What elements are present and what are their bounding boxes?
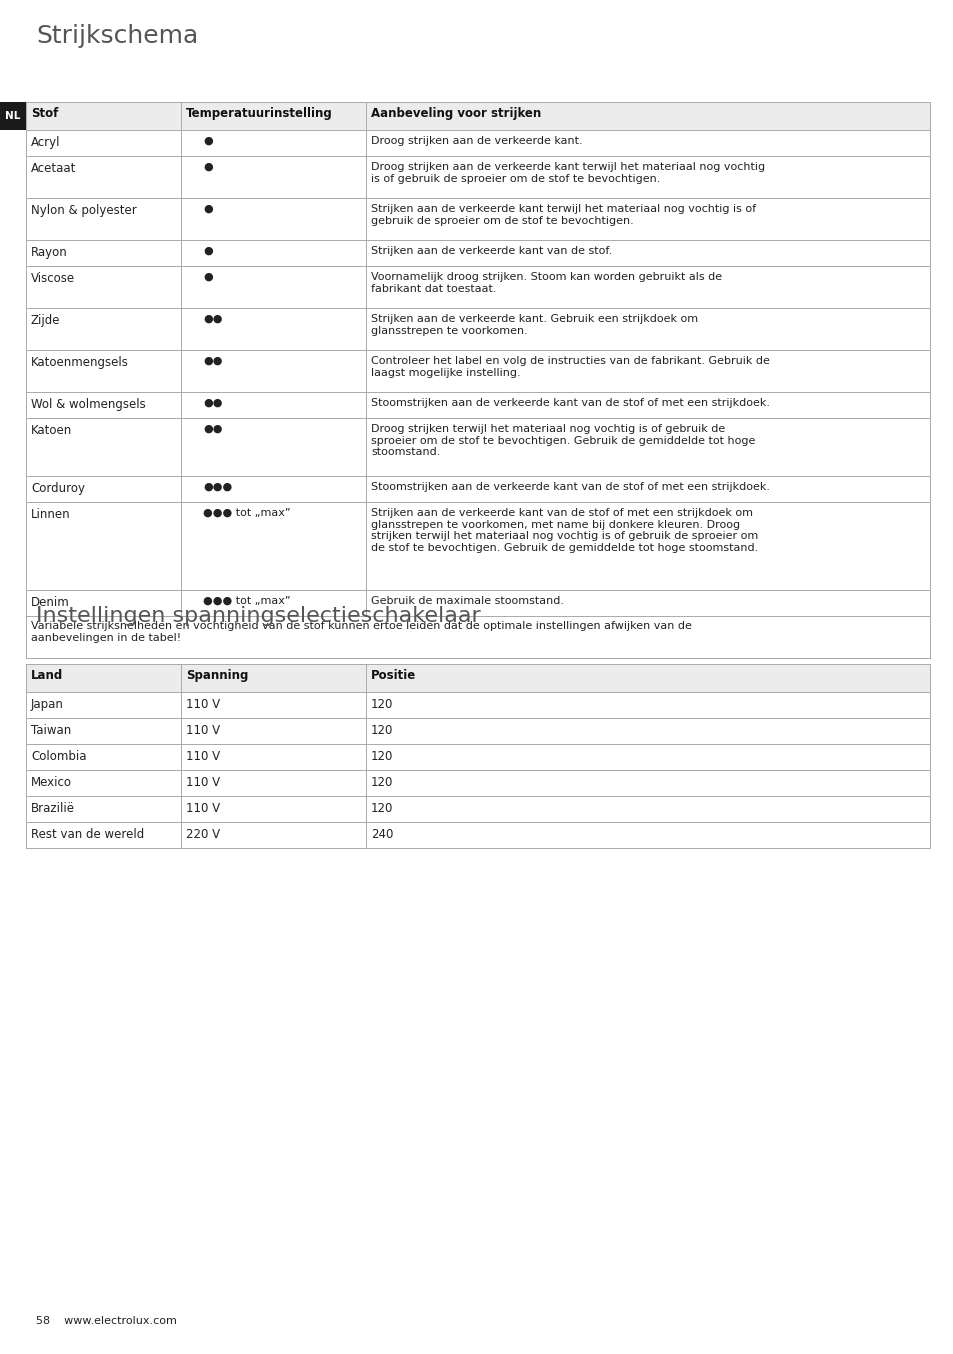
- Text: Strijken aan de verkeerde kant terwijl het materiaal nog vochtig is of
gebruik d: Strijken aan de verkeerde kant terwijl h…: [371, 204, 756, 226]
- Text: Strijken aan de verkeerde kant van de stof of met een strijkdoek om
glansstrepen: Strijken aan de verkeerde kant van de st…: [371, 508, 758, 552]
- Text: Acryl: Acryl: [30, 135, 60, 149]
- Text: NL: NL: [6, 111, 21, 121]
- Bar: [26, 616, 929, 658]
- Text: Colombia: Colombia: [30, 750, 87, 764]
- Text: 120: 120: [371, 776, 393, 789]
- Text: Strijken aan de verkeerde kant van de stof.: Strijken aan de verkeerde kant van de st…: [371, 246, 612, 256]
- Text: Stof: Stof: [30, 107, 58, 121]
- Bar: [26, 770, 929, 796]
- Text: 110 V: 110 V: [186, 776, 220, 789]
- Text: Positie: Positie: [371, 669, 416, 682]
- Text: ●: ●: [203, 135, 213, 146]
- Text: Land: Land: [30, 669, 63, 682]
- Text: Corduroy: Corduroy: [30, 482, 85, 496]
- Text: Temperatuurinstelling: Temperatuurinstelling: [186, 107, 333, 121]
- Bar: [26, 265, 929, 307]
- Text: Droog strijken terwijl het materiaal nog vochtig is of gebruik de
sproeier om de: Droog strijken terwijl het materiaal nog…: [371, 424, 755, 458]
- Text: Japan: Japan: [30, 699, 64, 711]
- Text: Strijkschema: Strijkschema: [36, 24, 198, 47]
- Text: Droog strijken aan de verkeerde kant terwijl het materiaal nog vochtig
is of geb: Droog strijken aan de verkeerde kant ter…: [371, 162, 764, 184]
- Text: ●●: ●●: [203, 398, 222, 408]
- Text: Taiwan: Taiwan: [30, 724, 71, 737]
- Bar: [26, 240, 929, 265]
- Bar: [26, 349, 929, 393]
- Bar: [26, 477, 929, 502]
- Text: Denim: Denim: [30, 596, 70, 609]
- Bar: [26, 198, 929, 240]
- Bar: [26, 822, 929, 848]
- Text: Instellingen spanningselectieschakelaar: Instellingen spanningselectieschakelaar: [36, 607, 480, 626]
- Text: Spanning: Spanning: [186, 669, 248, 682]
- Text: ●: ●: [203, 204, 213, 214]
- Text: 220 V: 220 V: [186, 829, 220, 841]
- Text: Rest van de wereld: Rest van de wereld: [30, 829, 144, 841]
- Text: Wol & wolmengsels: Wol & wolmengsels: [30, 398, 146, 412]
- Bar: [26, 307, 929, 349]
- Text: Controleer het label en volg de instructies van de fabrikant. Gebruik de
laagst : Controleer het label en volg de instruct…: [371, 356, 769, 378]
- Text: Gebruik de maximale stoomstand.: Gebruik de maximale stoomstand.: [371, 596, 563, 607]
- Bar: [0, 102, 26, 130]
- Bar: [26, 102, 929, 130]
- Text: 110 V: 110 V: [186, 724, 220, 737]
- Bar: [26, 130, 929, 156]
- Text: Aanbeveling voor strijken: Aanbeveling voor strijken: [371, 107, 540, 121]
- Text: Stoomstrijken aan de verkeerde kant van de stof of met een strijkdoek.: Stoomstrijken aan de verkeerde kant van …: [371, 398, 769, 408]
- Text: 120: 120: [371, 750, 393, 764]
- Text: ●●● tot „max”: ●●● tot „max”: [203, 508, 291, 519]
- Text: 110 V: 110 V: [186, 802, 220, 815]
- Text: Linnen: Linnen: [30, 508, 71, 521]
- Text: ●: ●: [203, 246, 213, 256]
- Text: ●: ●: [203, 272, 213, 282]
- Bar: [26, 502, 929, 590]
- Text: 110 V: 110 V: [186, 750, 220, 764]
- Text: Zijde: Zijde: [30, 314, 60, 328]
- Text: Variabele strijksnelheden en vochtigheid van de stof kunnen ertoe leiden dat de : Variabele strijksnelheden en vochtigheid…: [30, 621, 691, 643]
- Text: 110 V: 110 V: [186, 699, 220, 711]
- Text: 120: 120: [371, 802, 393, 815]
- Text: Mexico: Mexico: [30, 776, 71, 789]
- Text: 58    www.electrolux.com: 58 www.electrolux.com: [36, 1316, 176, 1326]
- Text: Droog strijken aan de verkeerde kant.: Droog strijken aan de verkeerde kant.: [371, 135, 582, 146]
- Bar: [26, 590, 929, 616]
- Text: ●●: ●●: [203, 314, 222, 324]
- Text: Rayon: Rayon: [30, 246, 68, 259]
- Text: ●●: ●●: [203, 424, 222, 435]
- Text: Acetaat: Acetaat: [30, 162, 76, 175]
- Bar: [26, 692, 929, 718]
- Text: 120: 120: [371, 724, 393, 737]
- Bar: [26, 418, 929, 477]
- Text: Strijken aan de verkeerde kant. Gebruik een strijkdoek om
glansstrepen te voorko: Strijken aan de verkeerde kant. Gebruik …: [371, 314, 698, 336]
- Text: Voornamelijk droog strijken. Stoom kan worden gebruikt als de
fabrikant dat toes: Voornamelijk droog strijken. Stoom kan w…: [371, 272, 721, 294]
- Text: 120: 120: [371, 699, 393, 711]
- Bar: [26, 393, 929, 418]
- Text: Katoenmengsels: Katoenmengsels: [30, 356, 129, 370]
- Bar: [26, 156, 929, 198]
- Text: ●●●: ●●●: [203, 482, 232, 492]
- Text: Viscose: Viscose: [30, 272, 75, 284]
- Bar: [26, 796, 929, 822]
- Text: ●●: ●●: [203, 356, 222, 366]
- Text: Brazilië: Brazilië: [30, 802, 75, 815]
- Text: Katoen: Katoen: [30, 424, 72, 437]
- Bar: [26, 663, 929, 692]
- Text: ●: ●: [203, 162, 213, 172]
- Bar: [26, 743, 929, 770]
- Text: 240: 240: [371, 829, 393, 841]
- Text: Stoomstrijken aan de verkeerde kant van de stof of met een strijkdoek.: Stoomstrijken aan de verkeerde kant van …: [371, 482, 769, 492]
- Text: Nylon & polyester: Nylon & polyester: [30, 204, 136, 217]
- Text: ●●● tot „max”: ●●● tot „max”: [203, 596, 291, 607]
- Bar: [26, 718, 929, 743]
